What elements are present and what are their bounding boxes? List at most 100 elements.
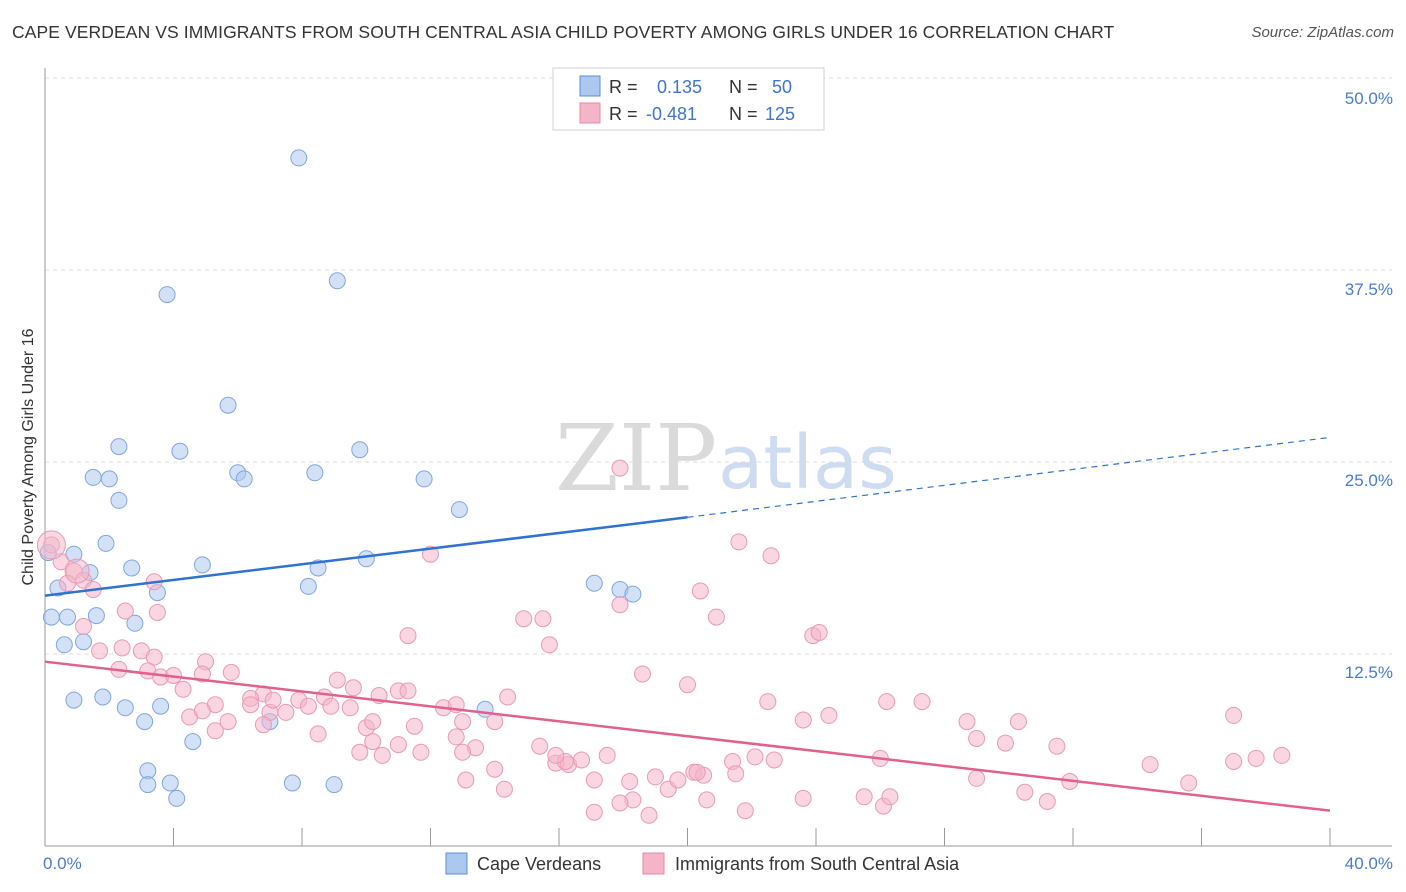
- south-central-asia-point-21: [174, 680, 192, 698]
- cape-verdean-point-39: [136, 713, 154, 731]
- cape-verdean-point-7: [100, 470, 118, 488]
- south-central-asia-point-127: [531, 737, 549, 755]
- south-central-asia-point-104: [765, 751, 783, 769]
- series-legend: Cape Verdeans Immigrants from South Cent…: [445, 852, 960, 875]
- south-central-asia-point-45: [364, 713, 382, 731]
- y-axis-title: Child Poverty Among Girls Under 16: [20, 328, 37, 585]
- chart-source: Source: ZipAtlas.com: [1251, 24, 1394, 41]
- south-central-asia-point-120: [373, 746, 391, 764]
- south-central-asia-point-13: [91, 642, 109, 660]
- cape-verdean-point-12: [351, 441, 369, 459]
- south-central-asia-point-7: [116, 602, 134, 620]
- south-central-asia-point-63: [707, 608, 725, 626]
- south-central-asia-point-69: [759, 693, 777, 711]
- cape-verdean-point-28: [624, 585, 642, 603]
- south-central-asia-point-115: [640, 806, 658, 824]
- south-central-asia-point-40: [264, 691, 282, 709]
- south-central-asia-point-66: [679, 676, 696, 694]
- south-central-asia-point-119: [495, 780, 513, 798]
- y-tick-label-25: 25.0%: [1345, 471, 1393, 490]
- cape-verdean-point-41: [184, 733, 202, 751]
- south-central-asia-point-56: [515, 610, 533, 628]
- south-central-asia-point-111: [1038, 793, 1056, 810]
- south-central-asia-point-60: [611, 596, 629, 614]
- south-central-asia-point-85: [1273, 746, 1291, 764]
- south-central-asia-point-108: [881, 788, 899, 806]
- south-central-asia-point-109: [968, 769, 986, 787]
- south-central-asia-point-27: [341, 699, 359, 717]
- south-central-asia-point-123: [389, 736, 407, 754]
- south-central-asia-point-114: [611, 794, 629, 812]
- cape-verdean-point-32: [126, 614, 144, 632]
- south-central-asia-point-71: [820, 706, 838, 724]
- x-axis-ticks: [44, 828, 1331, 846]
- south-central-asia-point-88: [573, 751, 590, 769]
- series-legend-swatch-blue: [445, 852, 468, 875]
- south-central-asia-point-126: [611, 459, 629, 477]
- south-central-asia-point-103: [746, 748, 764, 766]
- cape-verdean-point-36: [94, 688, 112, 706]
- legend-r-value-pink: -0.481: [646, 104, 697, 124]
- cape-verdean-point-20: [123, 559, 141, 577]
- legend-r-value-blue: 0.135: [657, 77, 702, 97]
- south-central-asia-point-102: [736, 802, 754, 820]
- correlation-legend: R = 0.135 N = 50 R = -0.481 N = 125: [552, 67, 825, 131]
- south-central-asia-point-72: [878, 693, 896, 711]
- south-central-asia-point-62: [691, 582, 709, 600]
- south-central-asia-point-92: [621, 773, 639, 790]
- cape-verdean-point-46: [283, 774, 301, 792]
- cape-verdeans-points: [39, 149, 642, 807]
- south-central-asia-point-124: [412, 743, 430, 761]
- cape-verdean-point-13: [415, 470, 433, 488]
- south-central-asia-point-12: [145, 648, 163, 666]
- y-tick-label-12-5: 12.5%: [1345, 663, 1393, 682]
- south-central-asia-point-68: [810, 624, 828, 641]
- south-central-asia-point-77: [997, 734, 1014, 752]
- cape-verdean-point-1: [328, 272, 346, 290]
- south-central-asia-point-118: [486, 760, 504, 778]
- south-central-asia-point-83: [1247, 749, 1265, 767]
- south-central-asia-point-34: [193, 702, 211, 720]
- south-central-asia-point-65: [762, 547, 780, 565]
- south-central-asia-point-54: [486, 713, 504, 731]
- south-central-asia-point-106: [855, 788, 873, 806]
- south-central-asia-point-64: [730, 533, 748, 551]
- south-central-asia-point-28: [328, 671, 346, 689]
- cape-verdean-point-14: [450, 501, 468, 519]
- gridlines: [45, 77, 1392, 655]
- south-central-asia-point-90: [585, 771, 603, 789]
- south-central-asia-point-46: [399, 682, 417, 700]
- cape-verdean-point-45: [168, 789, 186, 807]
- south-central-asia-point-96: [669, 771, 687, 789]
- south-central-asia-point-70: [794, 711, 812, 729]
- south-central-asia-point-35: [219, 713, 237, 731]
- legend-n-label: N =: [729, 77, 758, 97]
- south-central-asia-point-81: [1180, 774, 1198, 792]
- south-central-asia-trend-line: [44, 660, 1331, 812]
- legend-swatch-pink: [579, 102, 601, 124]
- south-central-asia-point-55: [399, 627, 417, 645]
- south-central-asia-point-99: [698, 791, 716, 809]
- south-central-asia-point-116: [688, 763, 706, 781]
- watermark-zip: ZIP: [555, 405, 717, 512]
- south-central-asia-point-125: [447, 728, 465, 746]
- watermark: ZIP atlas: [555, 405, 897, 512]
- chart-title: CAPE VERDEAN VS IMMIGRANTS FROM SOUTH CE…: [12, 22, 1115, 42]
- south-central-asia-point-122: [364, 733, 382, 751]
- south-central-asia-point-11: [113, 639, 131, 657]
- south-central-asia-point-113: [585, 803, 603, 821]
- south-central-asia-point-43: [309, 725, 327, 743]
- series-legend-label-blue: Cape Verdeans: [477, 854, 601, 874]
- cape-verdean-point-47: [325, 776, 343, 794]
- y-tick-label-37-5: 37.5%: [1345, 280, 1393, 299]
- south-central-asia-points: [36, 459, 1291, 824]
- cape-verdean-point-8: [110, 491, 128, 509]
- south-central-asia-point-79: [1048, 737, 1066, 755]
- south-central-asia-point-16: [222, 663, 240, 681]
- x-tick-label-min: 0.0%: [43, 854, 82, 873]
- south-central-asia-point-78: [1009, 713, 1027, 731]
- cape-verdean-point-31: [87, 607, 105, 625]
- cape-verdean-point-25: [299, 577, 317, 595]
- cape-verdean-point-19: [97, 534, 115, 552]
